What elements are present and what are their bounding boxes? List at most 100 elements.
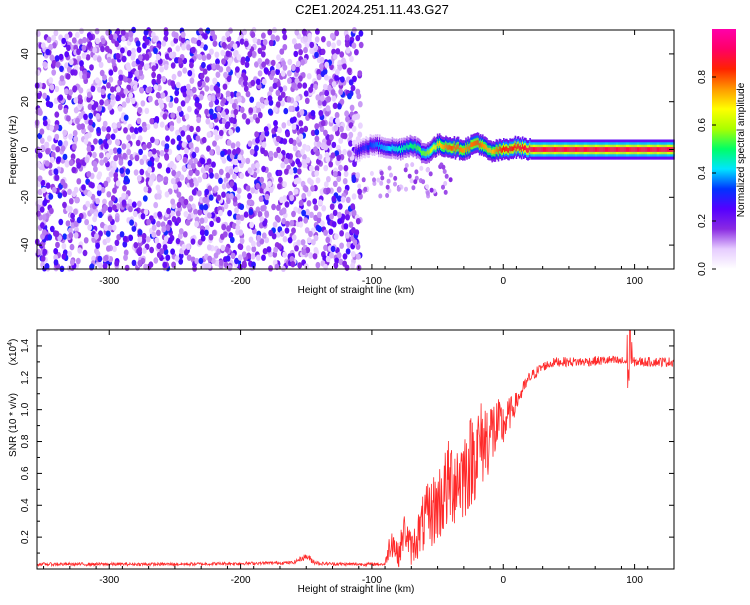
noise-cell <box>68 198 74 205</box>
noise-cell <box>425 184 430 190</box>
noise-cell <box>147 86 153 93</box>
noise-cell <box>304 227 310 234</box>
noise-cell <box>325 255 331 263</box>
noise-cell <box>235 147 241 154</box>
noise-cell <box>194 257 200 265</box>
noise-cell <box>73 97 79 104</box>
signal-cell <box>443 144 445 150</box>
noise-cell <box>281 208 287 215</box>
noise-cell <box>155 184 161 191</box>
signal-cell <box>485 144 487 150</box>
signal-cell <box>471 142 474 148</box>
noise-cell <box>448 177 453 183</box>
signal-cell <box>568 147 570 152</box>
noise-cell <box>98 138 103 145</box>
noise-cell <box>179 174 185 181</box>
noise-cell <box>151 71 157 79</box>
noise-cell <box>281 28 287 35</box>
noise-cell <box>191 86 197 94</box>
noise-cell <box>339 242 344 249</box>
signal-cell <box>360 146 362 152</box>
noise-cell <box>171 216 177 223</box>
noise-cell <box>326 139 332 146</box>
noise-cell <box>195 169 200 177</box>
noise-cell <box>211 229 217 237</box>
noise-cell <box>389 172 393 178</box>
signal-cell <box>433 144 436 149</box>
noise-cell <box>165 95 171 103</box>
noise-cell <box>141 232 147 240</box>
noise-cell <box>289 219 295 227</box>
noise-cell <box>219 259 224 266</box>
noise-cell <box>126 148 132 156</box>
noise-cell <box>94 233 99 240</box>
signal-cell <box>503 145 505 151</box>
noise-cell <box>331 95 337 102</box>
noise-cell <box>136 46 142 53</box>
signal-cell <box>358 147 360 153</box>
noise-cell <box>127 77 132 84</box>
noise-cell <box>114 216 120 223</box>
noise-cell <box>213 252 219 259</box>
noise-cell <box>131 225 137 232</box>
noise-cell <box>67 250 72 258</box>
noise-cell <box>108 171 114 178</box>
noise-cell <box>40 42 46 49</box>
noise-cell <box>194 146 200 153</box>
noise-cell <box>112 187 117 194</box>
noise-cell <box>331 81 337 88</box>
signal-cell <box>666 147 669 152</box>
signal-cell <box>507 147 509 153</box>
noise-cell <box>211 161 216 168</box>
noise-cell <box>297 262 303 269</box>
noise-cell <box>45 148 50 155</box>
signal-cell <box>549 147 551 152</box>
noise-cell <box>183 198 189 206</box>
noise-cell <box>206 64 212 71</box>
noise-cell <box>138 148 144 156</box>
signal-cell <box>459 147 462 152</box>
noise-cell <box>112 33 118 40</box>
noise-cell <box>441 184 445 190</box>
noise-cell <box>182 67 188 74</box>
noise-cell <box>292 145 298 152</box>
noise-cell <box>306 237 312 244</box>
noise-cell <box>393 181 397 187</box>
noise-cell <box>151 148 157 155</box>
noise-cell <box>294 29 300 36</box>
noise-cell <box>233 159 239 166</box>
noise-cell <box>277 169 283 177</box>
noise-cell <box>110 86 115 93</box>
signal-cell <box>658 147 661 152</box>
noise-cell <box>297 216 303 223</box>
noise-cell <box>116 121 122 129</box>
signal-cell <box>579 147 582 152</box>
noise-cell <box>123 175 129 182</box>
noise-cell <box>226 197 231 204</box>
noise-cell <box>126 134 131 141</box>
noise-cell <box>64 51 70 58</box>
noise-cell <box>300 59 305 66</box>
signal-cell <box>619 147 622 152</box>
noise-cell <box>323 164 329 172</box>
noise-cell <box>323 74 329 81</box>
noise-cell <box>261 182 267 189</box>
y-tick-label: 1.0 <box>20 402 31 416</box>
noise-cell <box>82 36 87 44</box>
noise-cell <box>98 211 103 218</box>
noise-cell <box>133 127 139 134</box>
noise-cell <box>147 151 153 158</box>
noise-cell <box>281 60 286 67</box>
signal-cell <box>488 147 490 153</box>
noise-cell <box>260 147 265 154</box>
signal-cell <box>533 147 536 152</box>
noise-cell <box>197 190 202 197</box>
noise-cell <box>212 77 218 84</box>
noise-cell <box>358 122 363 129</box>
noise-cell <box>339 230 344 237</box>
noise-cell <box>159 150 165 157</box>
noise-cell <box>36 180 42 188</box>
noise-cell <box>201 81 206 88</box>
noise-cell <box>210 212 216 219</box>
